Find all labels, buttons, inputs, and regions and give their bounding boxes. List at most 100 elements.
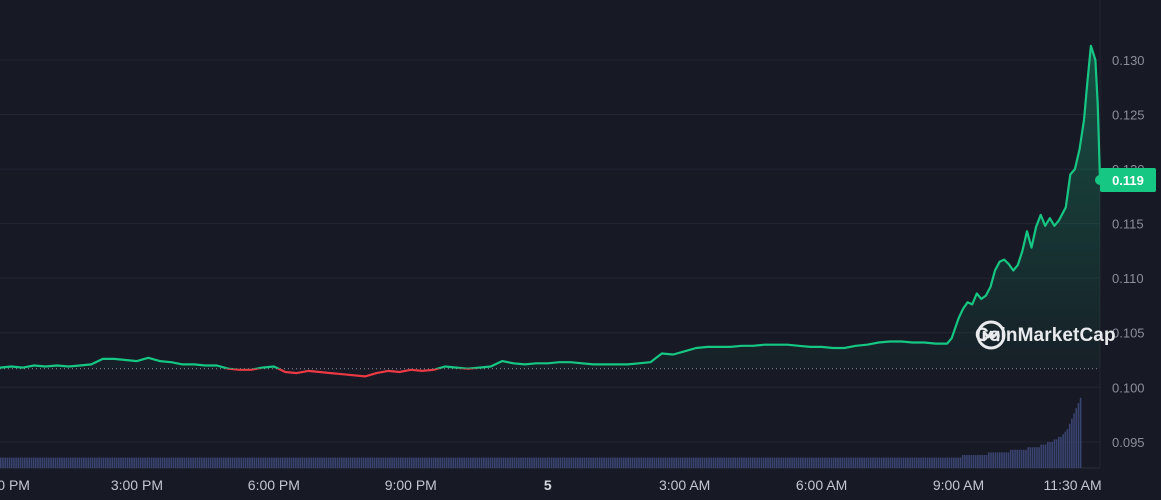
volume-bar bbox=[233, 457, 236, 468]
volume-bar bbox=[883, 457, 885, 468]
volume-bar bbox=[1018, 449, 1021, 468]
volume-bar bbox=[190, 457, 192, 468]
volume-bar bbox=[953, 457, 955, 468]
volume-bar bbox=[30, 457, 33, 468]
volume-bar bbox=[124, 457, 127, 468]
volume-bar bbox=[174, 457, 177, 468]
volume-bar bbox=[714, 457, 717, 468]
volume-bar bbox=[690, 457, 693, 468]
volume-bar bbox=[992, 452, 994, 468]
volume-bar bbox=[869, 457, 872, 468]
volume-bar bbox=[719, 457, 721, 468]
volume-bar bbox=[539, 457, 542, 468]
volume-bar bbox=[415, 457, 417, 468]
volume-bar bbox=[500, 457, 503, 468]
volume-bar bbox=[894, 457, 896, 468]
x-tick-label: 6:00 AM bbox=[796, 477, 847, 493]
volume-bar bbox=[695, 457, 697, 468]
volume-bar bbox=[520, 457, 522, 468]
volume-bar bbox=[550, 457, 553, 468]
volume-bar bbox=[159, 457, 162, 468]
price-line[interactable] bbox=[0, 44, 1102, 378]
volume-bar bbox=[1016, 449, 1019, 468]
volume-bar bbox=[1001, 452, 1003, 468]
volume-bar bbox=[937, 457, 940, 468]
volume-bar bbox=[546, 457, 549, 468]
volume-bar bbox=[915, 457, 918, 468]
volume-bar bbox=[354, 457, 356, 468]
volume-bar bbox=[920, 457, 922, 468]
volume-bar bbox=[410, 457, 413, 468]
volume-bar bbox=[21, 457, 24, 468]
volume-bar bbox=[118, 457, 120, 468]
volume-bar bbox=[1014, 449, 1016, 468]
volume-bar bbox=[638, 457, 640, 468]
volume-bar bbox=[102, 457, 105, 468]
volume-bar bbox=[153, 457, 155, 468]
volume-bar bbox=[306, 457, 308, 468]
volume-bar bbox=[769, 457, 772, 468]
volume-bar bbox=[220, 457, 223, 468]
volume-bar bbox=[642, 457, 645, 468]
volume-bar bbox=[653, 457, 656, 468]
volume-bar bbox=[931, 457, 933, 468]
volume-bar bbox=[142, 457, 144, 468]
x-axis: 12:00 PM 3:00 PM 6:00 PM 9:00 PM 5 3:00 AM 6:0… bbox=[0, 477, 1102, 493]
volume-bar bbox=[994, 452, 997, 468]
volume-bar bbox=[303, 457, 306, 468]
volume-bar bbox=[889, 457, 892, 468]
volume-bar bbox=[448, 457, 450, 468]
volume-bar bbox=[990, 452, 992, 468]
volume-bar bbox=[660, 457, 662, 468]
volume-bar bbox=[319, 457, 321, 468]
volume-bar bbox=[34, 457, 37, 468]
volume-bar bbox=[944, 457, 946, 468]
volume-bar bbox=[465, 457, 468, 468]
volume-bar bbox=[1066, 429, 1069, 468]
volume-bar bbox=[240, 457, 243, 468]
volume-bar bbox=[349, 457, 352, 468]
volume-bar bbox=[338, 457, 341, 468]
volume-bar bbox=[131, 457, 133, 468]
volume-bar bbox=[553, 457, 555, 468]
volume-bar bbox=[89, 457, 92, 468]
volume-bar bbox=[979, 455, 981, 468]
volume-bar bbox=[830, 457, 833, 468]
volume-bar bbox=[734, 457, 737, 468]
volume-bar bbox=[507, 457, 509, 468]
volume-bar bbox=[52, 457, 55, 468]
volume-bar bbox=[214, 457, 216, 468]
volume-bar bbox=[942, 457, 944, 468]
volume-bar bbox=[459, 457, 461, 468]
volume-bar bbox=[561, 457, 564, 468]
volume-bar bbox=[622, 457, 625, 468]
volume-bar bbox=[1027, 447, 1029, 468]
volume-bar bbox=[592, 457, 594, 468]
volume-bar bbox=[67, 457, 70, 468]
volume-bar bbox=[187, 457, 190, 468]
volume-bar bbox=[177, 457, 179, 468]
volume-bar bbox=[1077, 403, 1080, 468]
volume-bar bbox=[203, 457, 205, 468]
volume-bar bbox=[566, 457, 568, 468]
volume-bar bbox=[1036, 447, 1038, 468]
volume-bar bbox=[778, 457, 780, 468]
volume-bar bbox=[93, 457, 96, 468]
volume-bar bbox=[491, 457, 494, 468]
volume-bar bbox=[981, 455, 984, 468]
volume-bar bbox=[362, 457, 365, 468]
volume-bar bbox=[924, 457, 927, 468]
volume-bar bbox=[87, 457, 90, 468]
volume-bar bbox=[581, 457, 584, 468]
volume-bar bbox=[898, 457, 900, 468]
volume-bar bbox=[439, 457, 441, 468]
volume-bar bbox=[454, 457, 457, 468]
volume-bar bbox=[63, 457, 65, 468]
volume-bar bbox=[231, 457, 234, 468]
volume-bar bbox=[172, 457, 175, 468]
volume-bar bbox=[542, 457, 544, 468]
volume-bar bbox=[640, 457, 643, 468]
